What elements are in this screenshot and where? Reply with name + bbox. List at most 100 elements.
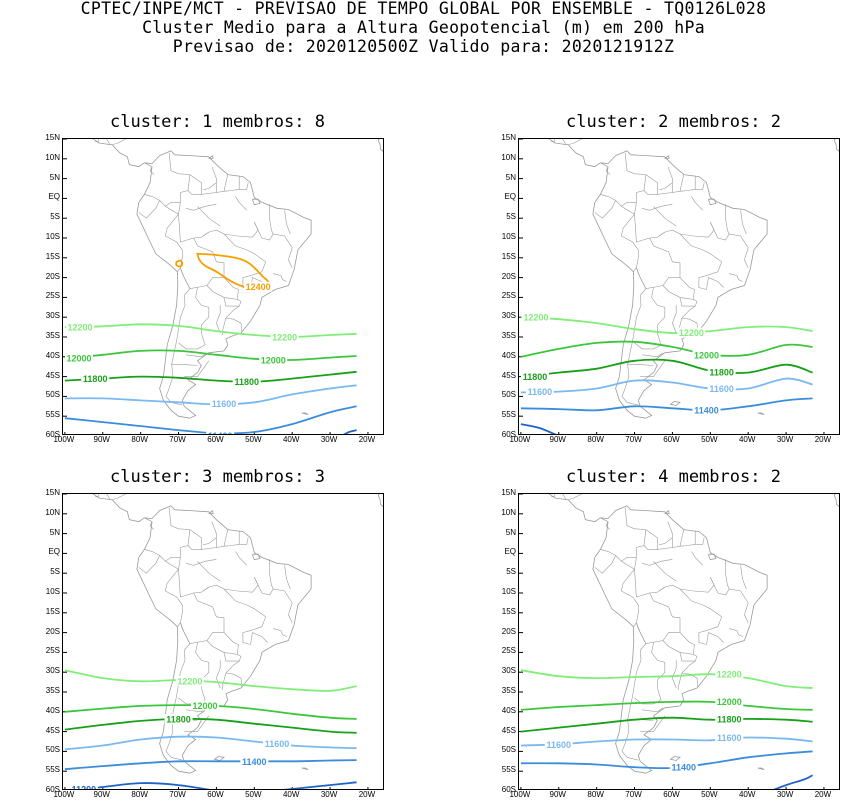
country-border (250, 632, 268, 645)
country-border (594, 200, 616, 219)
contour-label: 11800 (709, 367, 734, 377)
country-border (106, 494, 111, 501)
contour-12000 (520, 340, 813, 358)
contour-12000 (520, 700, 813, 711)
country-border (698, 616, 722, 645)
lon-tick-label: 100W (53, 435, 75, 444)
lat-tick-label: EQ (48, 547, 60, 557)
contour-label-bg (65, 352, 93, 363)
lat-tick-label: 55S (45, 410, 60, 420)
contour-label-bg (715, 669, 744, 680)
lon-tick-label: 80W (131, 790, 148, 799)
contour-11600 (64, 735, 357, 751)
contour-label: 11800 (166, 714, 191, 724)
lat-tick-label: 50S (501, 390, 516, 400)
country-border (659, 182, 673, 190)
country-border (189, 166, 217, 195)
contour-label-bg (270, 332, 299, 342)
map-panel: 12400 12200 12200 12000 12000 11800 11800 11600… (62, 138, 384, 435)
lon-tick-label: 60W (663, 435, 680, 444)
contour-11800 (64, 717, 357, 734)
contour-11800 (64, 370, 357, 383)
contour-label: 11800 (717, 714, 742, 724)
country-border (225, 305, 240, 319)
country-border (206, 277, 239, 300)
panel-title: cluster: 2 membros: 2 (566, 112, 781, 132)
lon-tick-label: 20W (814, 435, 832, 444)
country-border (269, 204, 274, 235)
contour-11200 (343, 429, 357, 434)
contour-label: 11600 (709, 384, 734, 394)
country-border (225, 660, 240, 674)
contour-11800 (520, 716, 813, 733)
lat-tick-label: 25S (45, 646, 60, 656)
country-border (672, 182, 705, 193)
coastline (377, 139, 383, 152)
lat-tick-label: 45S (45, 370, 60, 380)
lat-tick-label: 55S (501, 410, 516, 420)
country-border (681, 305, 696, 319)
country-border (206, 632, 239, 655)
coastline (833, 139, 839, 152)
country-border (568, 494, 582, 501)
contour-label-bg (81, 373, 110, 384)
contour-11800 (520, 358, 813, 378)
coastline (669, 756, 681, 761)
country-border (223, 222, 259, 238)
country-border (729, 273, 743, 282)
country-border (178, 202, 181, 215)
coastline (548, 139, 601, 168)
lon-tick-label: 90W (549, 435, 566, 444)
coastline (833, 494, 839, 507)
contour-12000 (64, 349, 357, 361)
lat-tick-label: 15S (45, 606, 60, 616)
country-border (186, 204, 217, 211)
lat-tick-label: 35S (501, 331, 516, 340)
country-border (679, 577, 715, 593)
contour-label: 12200 (717, 670, 742, 680)
lon-tick-label: 90W (549, 790, 566, 799)
country-border (254, 222, 293, 268)
contour-label: 11800 (234, 377, 259, 387)
lon-tick-label: 100W (509, 435, 531, 444)
country-border (679, 222, 715, 238)
country-border (725, 204, 730, 235)
lon-tick-label: 40W (282, 790, 300, 799)
contour-label-bg (244, 281, 273, 292)
coastline (664, 510, 670, 514)
country-border (634, 642, 666, 705)
country-border (600, 194, 635, 215)
map-canvas: 12200 12200 12000 11800 11800 11600 11600 11400 (519, 139, 839, 434)
contour-label: 12200 (272, 333, 297, 343)
contour-label: 12000 (694, 350, 719, 360)
coastline (664, 155, 670, 159)
lat-tick-label: 30S (45, 311, 60, 321)
lat-tick-label: 10N (501, 507, 516, 517)
country-border (221, 672, 227, 691)
lat-tick-label: 20S (45, 271, 60, 281)
lat-tick-label: EQ (48, 192, 60, 202)
contour-label: 11400 (672, 763, 697, 773)
contour-11200 (283, 781, 357, 789)
coastline (592, 150, 768, 419)
contour-12200 (64, 669, 357, 692)
coastline (208, 510, 214, 514)
country-border (216, 660, 221, 689)
coastline (92, 494, 145, 523)
country-border (284, 565, 291, 590)
lat-tick-label: 10N (45, 152, 60, 162)
lat-tick-label: 15S (501, 606, 516, 616)
country-border (679, 529, 685, 547)
country-border (269, 559, 274, 590)
contour-label: 11400 (242, 757, 267, 767)
country-border (621, 507, 647, 562)
coastline (92, 139, 145, 168)
coastline (708, 198, 717, 206)
country-border (679, 174, 685, 192)
lat-tick-label: 10N (501, 152, 516, 162)
lat-tick-label: 5N (505, 172, 516, 182)
lat-tick-label: 35S (45, 331, 60, 340)
country-border (621, 152, 647, 207)
lat-tick-label: 40S (501, 350, 516, 360)
country-border (203, 584, 225, 592)
